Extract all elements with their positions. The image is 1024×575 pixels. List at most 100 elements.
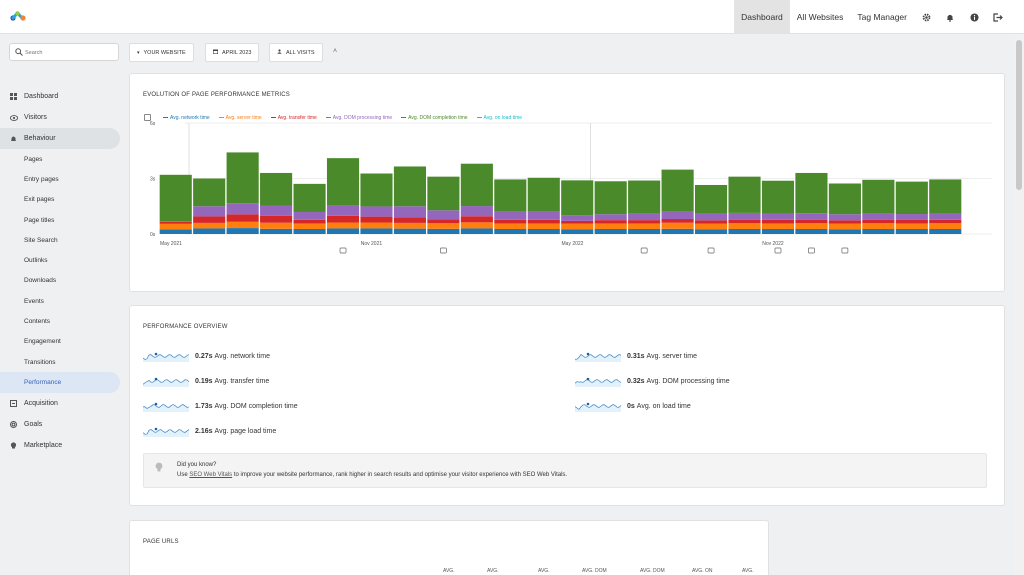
bar-segment — [695, 223, 728, 230]
sparkline[interactable] — [575, 351, 622, 362]
bar-segment — [795, 219, 828, 224]
matomo-logo[interactable] — [10, 11, 26, 21]
bar-segment — [193, 216, 226, 223]
bar-segment — [929, 213, 962, 220]
dashboard-icon — [10, 92, 24, 102]
sidebar-item-marketplace[interactable]: Marketplace — [0, 435, 120, 456]
bar-segment — [460, 222, 493, 229]
tip-prefix: Use — [177, 472, 188, 478]
sidebar-subitem-entry-pages[interactable]: Entry pages — [24, 175, 59, 183]
help-icon[interactable] — [962, 0, 986, 34]
collapse-icon[interactable]: ˄ — [333, 48, 338, 55]
sidebar-item-behaviour[interactable]: Behaviour — [0, 128, 120, 149]
sparkline[interactable] — [143, 376, 190, 387]
metric-label: Avg. server time — [646, 353, 697, 360]
table-header-cell[interactable]: AVG. DOM — [640, 568, 665, 574]
sidebar-item-dashboard[interactable]: Dashboard — [0, 86, 120, 107]
sparkline-line — [575, 404, 622, 410]
sparkline[interactable] — [143, 426, 190, 437]
legend-label: Avg. network time — [170, 114, 210, 121]
legend-item[interactable]: Avg. on load time — [476, 115, 522, 121]
sidebar-subitem-exit-pages[interactable]: Exit pages — [24, 196, 55, 204]
bell-icon[interactable] — [938, 0, 962, 34]
sidebar-subitem-engagement[interactable]: Engagement — [24, 338, 61, 346]
table-header-cell[interactable]: AVG. — [443, 568, 455, 574]
sidebar-subitem-performance[interactable]: Performance — [0, 372, 120, 393]
annotation-icon — [707, 247, 715, 254]
legend-swatch — [476, 116, 482, 119]
metric-value: 0s — [627, 403, 635, 410]
topnav-all-websites[interactable]: All Websites — [796, 12, 844, 22]
metric-value: 0.31s — [627, 353, 645, 360]
table-header-cell[interactable]: AVG. — [538, 568, 550, 574]
bar-segment — [628, 180, 661, 214]
website-selector[interactable]: ▾ YOUR WEBSITE — [129, 43, 194, 62]
scrollbar-thumb[interactable] — [1016, 40, 1022, 190]
legend-swatch — [163, 116, 168, 119]
sidebar-item-visitors[interactable]: Visitors — [0, 107, 120, 128]
bar-segment — [460, 206, 493, 217]
table-header-cell[interactable]: AVG. — [742, 568, 754, 574]
annotation-icon — [339, 247, 347, 254]
legend-item[interactable]: Avg. transfer time — [270, 115, 317, 121]
sidebar-subitem-events[interactable]: Events — [24, 297, 44, 305]
table-header-cell[interactable]: AVG. DOM — [582, 568, 607, 574]
bar-segment — [594, 220, 627, 224]
annotation-icon — [808, 247, 815, 254]
x-tick-label: May 2021 — [160, 241, 182, 247]
bar-segment — [661, 228, 694, 234]
sidebar-subitem-outlinks[interactable]: Outlinks — [24, 257, 48, 265]
bar-segment — [360, 216, 393, 223]
sidebar-subitem-contents[interactable]: Contents — [24, 318, 51, 326]
bar-segment — [594, 181, 627, 215]
logout-icon[interactable] — [986, 0, 1010, 34]
metrics-picker-icon[interactable] — [144, 114, 151, 121]
gear-icon[interactable] — [914, 0, 938, 34]
sparkline[interactable] — [143, 351, 190, 362]
sidebar-item-acquisition[interactable]: Acquisition — [0, 393, 120, 414]
bar-segment — [661, 169, 694, 212]
topnav-dashboard[interactable]: Dashboard — [734, 0, 790, 34]
bar-segment — [929, 219, 962, 224]
legend-swatch — [401, 116, 407, 119]
sidebar-subitem-page-titles[interactable]: Page titles — [24, 216, 55, 224]
sidebar-subitem-transitions[interactable]: Transitions — [24, 358, 56, 366]
search-box[interactable] — [9, 43, 119, 61]
bar-segment — [460, 163, 493, 207]
bar-segment — [728, 229, 761, 234]
search-input[interactable] — [25, 47, 115, 58]
sidebar-subitem-pages[interactable]: Pages — [24, 155, 43, 163]
legend-item[interactable]: Avg. network time — [163, 115, 210, 121]
sidebar-subitem-downloads[interactable]: Downloads — [24, 277, 57, 285]
overview-row: 0.27s Avg. network time — [143, 351, 270, 362]
bar-segment — [594, 214, 627, 221]
legend-item[interactable]: Avg. DOM completion time — [401, 115, 468, 121]
seo-web-vitals-link[interactable]: SEO Web Vitals — [189, 472, 233, 478]
bar-segment — [862, 223, 895, 230]
bar-segment — [293, 219, 326, 224]
page-scrollbar[interactable] — [1014, 34, 1024, 575]
chevron-down-icon: ▾ — [137, 49, 140, 56]
x-tick-label: Nov 2021 — [361, 241, 383, 247]
sparkline[interactable] — [575, 401, 622, 412]
sparkline[interactable] — [575, 376, 622, 387]
legend-item[interactable]: Avg. DOM processing time — [325, 115, 392, 121]
legend-item[interactable]: Avg. server time — [218, 115, 262, 121]
topnav-tag-manager[interactable]: Tag Manager — [857, 12, 907, 22]
segment-selector[interactable]: ALL VISITS — [269, 43, 323, 62]
sparkline-line — [575, 354, 622, 360]
sidebar-subitem-site-search[interactable]: Site Search — [24, 236, 58, 244]
sidebar-item-goals[interactable]: Goals — [0, 414, 120, 435]
bar-segment — [895, 219, 928, 224]
sparkline[interactable] — [143, 401, 190, 412]
bar-segment — [293, 229, 326, 234]
table-header-cell[interactable]: AVG. — [487, 568, 499, 574]
table-header-cell[interactable]: AVG. ON — [692, 568, 713, 574]
bar-segment — [628, 229, 661, 234]
bar-segment — [929, 229, 962, 234]
bar-segment — [360, 206, 393, 217]
behaviour-icon — [10, 134, 24, 144]
period-selector[interactable]: APRIL 2023 — [205, 43, 260, 62]
sparkline-line — [575, 379, 622, 384]
tip-box: Did you know? Use SEO Web Vitals to impr… — [143, 453, 987, 488]
